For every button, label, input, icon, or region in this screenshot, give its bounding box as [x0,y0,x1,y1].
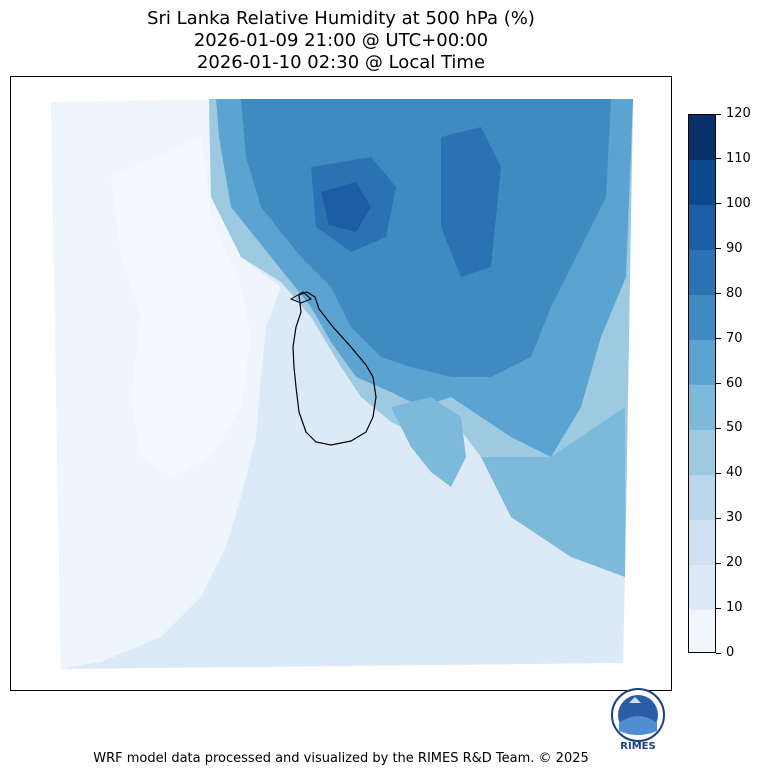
colorbar-tick-label: 50 [726,420,743,436]
rimes-logo: RIMES [607,687,669,757]
colorbar-band [689,609,715,652]
colorbar-tick-label: 90 [726,240,743,256]
colorbar-band [689,249,715,296]
colorbar-tick-mark [716,652,721,654]
humidity-map [51,99,633,669]
colorbar-band [689,519,715,565]
colorbar-tick-label: 0 [726,645,735,660]
chart-subtitle-utc: 2026-01-09 21:00 @ UTC+00:00 [193,30,489,51]
colorbar-band [689,429,715,475]
rimes-logo-icon [611,688,665,742]
colorbar-tick-label: 120 [726,106,751,121]
colorbar-band [689,294,715,341]
colorbar [688,114,716,653]
colorbar-tick-mark [716,607,721,609]
colorbar-tick-mark [716,158,721,160]
colorbar-tick-label: 60 [726,375,743,391]
chart-subtitle-local: 2026-01-10 02:30 @ Local Time [196,52,486,73]
colorbar-tick-mark [716,338,721,340]
colorbar-tick-mark [716,203,721,205]
colorbar-band [689,204,715,251]
footer-credit: WRF model data processed and visualized … [93,751,589,766]
colorbar-tick-mark [716,472,721,474]
jaffna-peninsula [289,291,312,304]
colorbar-tick-label: 70 [726,330,743,346]
colorbar-tick-label: 80 [726,285,743,301]
dry-band-center [111,137,251,477]
colorbar-band [689,115,715,161]
colorbar-tick-mark [716,113,721,115]
colorbar-tick-label: 10 [726,600,743,616]
chart-title: Sri Lanka Relative Humidity at 500 hPa (… [147,8,535,29]
colorbar-tick-label: 40 [726,465,743,481]
colorbar-tick-label: 30 [726,510,743,526]
colorbar-tick-mark [716,293,721,295]
colorbar-tick-mark [716,383,721,384]
colorbar-band [689,159,715,206]
humid-core-80b [441,127,501,277]
colorbar-band [689,384,715,430]
colorbar-tick-mark [716,562,721,564]
colorbar-band [689,474,715,520]
colorbar-tick-mark [716,248,721,250]
map-panel: RIMES [10,76,672,752]
colorbar-band [689,339,715,385]
colorbar-band [689,564,715,610]
humid-southeast-50 [481,407,625,577]
humid-south-tongue [391,397,466,487]
colorbar-tick-label: 110 [726,150,751,166]
sri-lanka-coastline [292,291,377,446]
colorbar-tick-mark [716,517,721,519]
colorbar-tick-label: 20 [726,555,743,571]
rimes-logo-text: RIMES [620,741,656,752]
colorbar-tick-mark [716,427,721,429]
colorbar-tick-label: 100 [726,195,751,211]
humid-core-90 [321,182,371,232]
